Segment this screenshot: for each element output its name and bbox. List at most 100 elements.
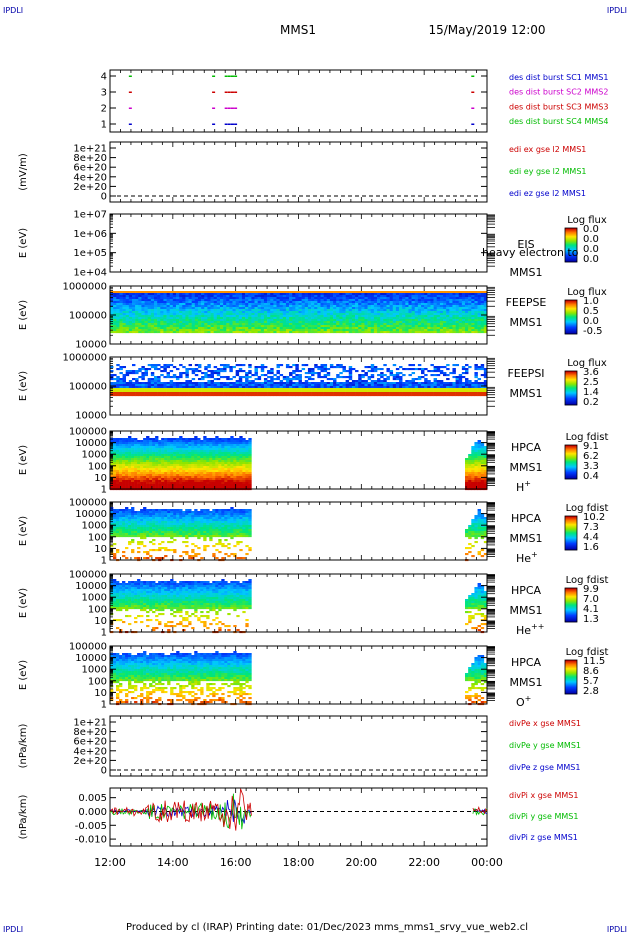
edi-ytick-label: 8e+20 <box>73 153 107 164</box>
hpca-o-ytick-label: 100000 <box>69 642 107 653</box>
hpca-h-ytick-label: 100000 <box>69 427 107 438</box>
feepse-spacecraft: MMS1 <box>510 316 543 329</box>
divpi-ylabel: (nPa/km) <box>18 795 29 840</box>
divpi-series-line <box>109 793 252 830</box>
hpca-o-cbar-tick: 5.7 <box>583 676 599 687</box>
hpca-o-ytick-label: 10 <box>94 688 107 699</box>
hpca-he-cbar-tick: 4.4 <box>583 532 599 543</box>
hpca-he-ion: He+ <box>516 550 538 565</box>
hpca-hepp-cbar-title: Log fdist <box>566 575 609 586</box>
divpi-legend-item: divPi z gse MMS1 <box>509 833 578 842</box>
divpe-frame <box>109 715 488 777</box>
hpca-he-cbar-title: Log fdist <box>566 503 609 514</box>
hpca-h-instrument: HPCA <box>511 441 542 454</box>
burst-mark <box>227 107 231 109</box>
hpca-hepp-cbar-tick: 9.9 <box>583 584 599 595</box>
divpe-ytick-label: 8e+20 <box>73 727 107 738</box>
hpca-hepp-ytick-label: 100000 <box>69 570 107 581</box>
hpca-h-cbar-tick: 3.3 <box>583 461 599 472</box>
hpca-hepp-cbar-tick: 7.0 <box>583 594 599 605</box>
divpe-legend-item: divPe z gse MMS1 <box>509 763 580 772</box>
hpca-hepp-ytick-label: 10 <box>94 616 107 627</box>
hpca-h-cbar-tick: 0.4 <box>583 471 599 482</box>
edi-ytick-label: 1e+21 <box>73 144 107 155</box>
hpca-h-spacecraft: MMS1 <box>510 461 543 474</box>
xaxis-tick-label: 18:00 <box>283 856 315 869</box>
burst-mark <box>224 75 228 77</box>
feepse-ytick-label: 10000 <box>75 340 107 351</box>
eis-species: heavy electron to <box>482 246 579 259</box>
divpi-ytick-label: 0.005 <box>78 793 107 804</box>
hpca-hepp-ytick-label: 10000 <box>75 581 107 592</box>
xaxis-tick-label: 16:00 <box>220 856 252 869</box>
eis-spacecraft: MMS1 <box>510 266 543 279</box>
feepsi-spacecraft: MMS1 <box>510 387 543 400</box>
hpca-h-ion: H+ <box>516 479 531 494</box>
divpe-ytick-label: 6e+20 <box>73 737 107 748</box>
hpca-h-cbar-title: Log fdist <box>566 432 609 443</box>
corner-label-top-left: IPDLI <box>3 6 23 15</box>
eis-ytick-label: 1e+05 <box>73 248 107 259</box>
divpi-ytick-label: -0.005 <box>75 821 107 832</box>
hpca-he-ytick-label: 10 <box>94 544 107 555</box>
hpca-h-colorbar <box>564 444 578 480</box>
burst-mark <box>224 107 228 109</box>
burst-mark <box>128 91 132 93</box>
burst-mark <box>234 107 238 109</box>
burst-frame <box>109 69 488 133</box>
hpca-hepp-ytick-label: 100 <box>88 604 107 615</box>
eis-ytick-label: 1e+06 <box>73 229 107 240</box>
eis-cbar-tick: 0.0 <box>583 254 599 265</box>
hpca-o-cbar-title: Log fdist <box>566 647 609 658</box>
hpca-he-cbar-tick: 1.6 <box>583 542 599 553</box>
burst-mark <box>234 123 238 125</box>
burst-legend-item: des dist burst SC1 MMS1 <box>509 73 608 82</box>
burst-mark <box>227 75 231 77</box>
hpca-h-ytick-label: 1 <box>101 485 107 496</box>
feepse-cbar-tick: 1.0 <box>583 296 599 307</box>
hpca-h-cbar-tick: 9.1 <box>583 441 599 452</box>
burst-mark <box>212 123 216 125</box>
eis-instrument: EIS <box>517 238 534 251</box>
eis-ytick-label: 1e+07 <box>73 210 107 221</box>
feepsi-ytick-label: 1000000 <box>62 353 107 364</box>
xaxis-tick-label: 20:00 <box>345 856 377 869</box>
hpca-hepp-colorbar <box>564 587 578 623</box>
hpca-he-ytick-label: 10000 <box>75 509 107 520</box>
edi-ytick-label: 0 <box>101 192 107 203</box>
burst-mark <box>471 107 475 109</box>
hpca-hepp-ylabel: E (eV) <box>18 588 29 618</box>
eis-colorbar <box>564 227 578 263</box>
divpi-series-line <box>109 788 252 831</box>
hpca-o-cbar-tick: 8.6 <box>583 666 599 677</box>
edi-ytick-label: 4e+20 <box>73 172 107 183</box>
eis-cbar-tick: 0.0 <box>583 224 599 235</box>
eis-cbar-title: Log flux <box>567 215 607 226</box>
hpca-hepp-spacecraft: MMS1 <box>510 604 543 617</box>
hpca-he-ytick-label: 1 <box>101 556 107 567</box>
burst-mark <box>227 91 231 93</box>
hpca-o-spacecraft: MMS1 <box>510 676 543 689</box>
burst-legend-item: des dist burst SC3 MMS3 <box>509 102 608 111</box>
eis-frame <box>109 213 488 273</box>
divpi-series-line <box>472 805 488 815</box>
burst-mark <box>128 75 132 77</box>
burst-mark <box>471 75 475 77</box>
divpe-ylabel: (nPa/km) <box>18 724 29 769</box>
divpi-ytick-label: 0.000 <box>78 807 107 818</box>
hpca-h-ytick-label: 10000 <box>75 438 107 449</box>
feepsi-cbar-tick: 3.6 <box>583 367 599 378</box>
edi-legend-item: edi ey gse l2 MMS1 <box>509 167 587 176</box>
hpca-he-ytick-label: 1000 <box>82 521 107 532</box>
feepsi-cbar-tick: 0.2 <box>583 397 599 408</box>
edi-frame <box>109 141 488 203</box>
feepsi-ytick-label: 100000 <box>69 382 107 393</box>
burst-mark <box>128 123 132 125</box>
feepsi-colorbar <box>564 370 578 406</box>
feepse-cbar-tick: -0.5 <box>583 326 603 337</box>
burst-ytick-label: 1 <box>101 120 107 131</box>
hpca-he-ytick-label: 100000 <box>69 498 107 509</box>
feepsi-instrument: FEEPSI <box>507 367 544 380</box>
feepse-colorbar <box>564 299 578 335</box>
corner-label-bottom-right: IPDLI <box>607 925 627 934</box>
